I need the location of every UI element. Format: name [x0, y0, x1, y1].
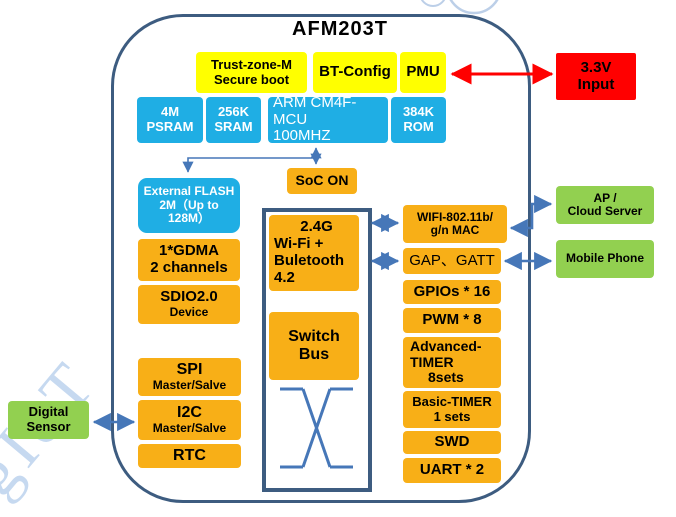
block-label: SoC ON: [295, 172, 349, 189]
block-digital-sensor: Digital Sensor: [8, 401, 89, 439]
block-i2c: I2C Master/Salve: [138, 400, 241, 440]
block-label: GPIOs * 16: [413, 282, 491, 300]
block-uart: UART * 2: [403, 458, 501, 483]
block-label: GAP、GATT: [409, 251, 495, 269]
block-label: PWM * 8: [422, 311, 482, 329]
block-label: I2C: [177, 404, 202, 422]
block-label: 384K: [402, 104, 435, 120]
block-label: Cloud Server: [567, 204, 643, 218]
block-label: SPI: [176, 361, 203, 379]
block-label: 1*GDMA: [158, 242, 219, 260]
block-rtc: RTC: [138, 444, 241, 468]
block-label: SWD: [434, 433, 470, 451]
block-label: WIFI-802.11b/: [416, 209, 494, 224]
block-label: Mobile Phone: [566, 251, 644, 266]
block-label: Switch: [288, 328, 340, 346]
block-label: Digital: [28, 404, 69, 420]
block-basic-timer: Basic-TIMER 1 sets: [403, 391, 501, 428]
block-label: SDIO2.0: [160, 288, 218, 306]
block-pmu: PMU: [400, 52, 446, 93]
block-radio: 2.4G Wi-Fi + Buletooth 4.2: [269, 215, 359, 291]
block-label: Master/Salve: [152, 378, 227, 393]
block-mcu: ARM CM4F-MCU 100MHZ: [268, 93, 388, 145]
block-bt-config: BT-Config: [313, 52, 397, 93]
block-switch-bus: Switch Bus: [269, 312, 359, 380]
block-gdma: 1*GDMA 2 channels: [138, 239, 240, 281]
block-label: Wi-Fi +: [274, 235, 324, 253]
block-gap-gatt: GAP、GATT: [403, 248, 501, 274]
watermark-circle: [449, 0, 499, 15]
block-mobile-phone: Mobile Phone: [556, 240, 654, 278]
block-label: Sensor: [26, 419, 71, 434]
block-external-flash: External FLASH 2M（Up to 128M）: [138, 178, 240, 233]
block-label: 4M: [160, 104, 180, 120]
block-label: Secure boot: [213, 71, 290, 87]
block-label: Trust-zone-M: [211, 56, 292, 72]
block-label: 3.3V: [580, 58, 612, 76]
block-label: 128M）: [167, 211, 211, 226]
block-label: 2 channels: [150, 259, 228, 276]
block-label: PMU: [406, 63, 440, 81]
block-label: 2M（Up to: [159, 197, 219, 212]
block-label: 1 sets: [433, 408, 471, 424]
block-label: 8sets: [428, 369, 464, 386]
block-label: 256K: [217, 104, 250, 120]
block-rom: 384K ROM: [391, 97, 446, 143]
block-ap-cloud-server: AP / Cloud Server: [556, 186, 654, 224]
block-label: 4.2: [274, 268, 295, 286]
block-sram: 256K SRAM: [206, 97, 261, 143]
block-power-input: 3.3V Input: [556, 53, 636, 100]
block-spi: SPI Master/Salve: [138, 358, 241, 396]
block-label: g/n MAC: [430, 223, 480, 237]
watermark-circle: [420, 0, 446, 7]
block-label: Input: [577, 75, 615, 93]
block-label: RTC: [173, 447, 206, 465]
block-label: BT-Config: [319, 63, 391, 81]
block-label: Basic-TIMER: [412, 393, 492, 409]
block-label: AP /: [593, 190, 617, 205]
block-label: Master/Salve: [152, 421, 227, 436]
block-label: PSRAM: [146, 119, 194, 134]
block-psram: 4M PSRAM: [137, 97, 203, 143]
block-label: Advanced-: [410, 337, 482, 354]
block-soc-on: SoC ON: [287, 168, 357, 194]
block-gpio: GPIOs * 16: [403, 280, 501, 304]
block-trust-zone: Trust-zone-M Secure boot: [196, 52, 307, 93]
block-label: Buletooth: [274, 252, 344, 269]
block-label: ARM CM4F-MCU: [273, 93, 357, 128]
block-label: 2.4G: [300, 218, 333, 236]
block-label: SRAM: [214, 119, 253, 134]
block-sdio: SDIO2.0 Device: [138, 285, 240, 324]
block-label: TIMER: [410, 353, 454, 370]
block-label: ROM: [403, 119, 434, 134]
block-wifi-mac: WIFI-802.11b/ g/n MAC: [403, 205, 507, 243]
chip-title: AFM203T: [292, 18, 388, 40]
block-swd: SWD: [403, 431, 501, 454]
block-pwm: PWM * 8: [403, 308, 501, 333]
block-advanced-timer: Advanced- TIMER 8sets: [403, 337, 501, 388]
block-label: External FLASH: [143, 184, 235, 199]
block-label: UART * 2: [419, 461, 485, 479]
block-label: Device: [169, 305, 209, 320]
block-label: Bus: [298, 346, 330, 363]
block-label: 100MHZ: [273, 127, 331, 145]
